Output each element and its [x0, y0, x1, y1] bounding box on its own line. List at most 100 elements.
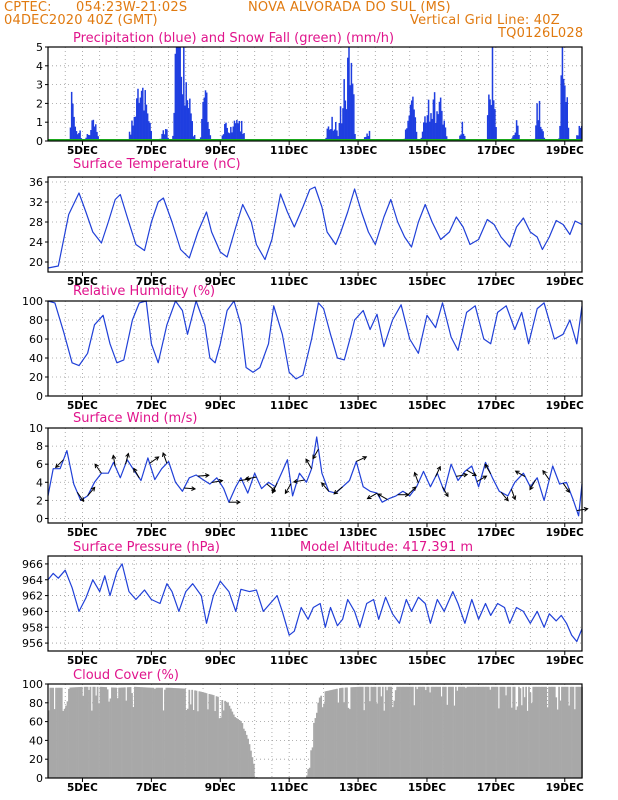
cloud-bar: [175, 688, 178, 778]
cloud-bar: [245, 734, 248, 778]
precip-bar: [222, 134, 225, 141]
x-tick-label: 9DEC: [205, 782, 236, 794]
cloud-bar: [417, 686, 420, 778]
cloud-bar: [211, 694, 214, 778]
precip-bar: [95, 124, 97, 141]
y-tick-label: 4: [36, 60, 43, 73]
temp-frame: [47, 176, 583, 273]
precip-bar: [424, 116, 426, 141]
wind-arrow-head: [321, 482, 326, 487]
cloud-bar: [128, 687, 130, 778]
precip-bar: [489, 99, 491, 141]
x-tick-label: 17DEC: [477, 527, 516, 539]
cloud-bar: [156, 687, 159, 778]
precip-bar: [365, 136, 367, 141]
x-tick-label: 19DEC: [546, 655, 585, 667]
y-tick-label: 0: [36, 772, 43, 785]
cloud-bar: [512, 686, 515, 778]
wind-arrow-head: [333, 489, 339, 495]
cloud-bar: [348, 709, 351, 778]
cloud-bar: [184, 688, 186, 778]
cloud-bar: [424, 690, 427, 778]
precip-bar: [536, 103, 538, 141]
header-line1-left: CPTEC:: [4, 0, 52, 15]
cloud-bar: [561, 686, 563, 778]
rh-series-line: [47, 300, 583, 380]
x-tick-label: 15DEC: [408, 782, 447, 794]
y-tick-label: 10: [29, 422, 43, 435]
cloud-bar: [558, 686, 560, 778]
wind-arrow: [55, 459, 64, 468]
cloud-bar: [334, 689, 337, 778]
precip-bar: [437, 114, 439, 141]
precip-bar: [444, 127, 447, 141]
x-tick-label: 15DEC: [408, 400, 447, 412]
cloud-bar: [427, 686, 430, 778]
cloud-bar: [115, 687, 118, 778]
cloud-bar: [340, 687, 343, 778]
cloud-bar: [328, 690, 331, 778]
cloud-bar: [58, 687, 60, 778]
cloud-bar: [232, 714, 235, 778]
cloud-bar: [381, 686, 384, 778]
cloud-bar: [199, 691, 202, 778]
precip-bar: [495, 127, 497, 141]
precip-bar: [338, 122, 341, 141]
cloud-bar: [93, 686, 96, 778]
cloud-bar: [470, 686, 473, 778]
y-tick-label: 24: [29, 236, 43, 249]
wind-arrow-head: [154, 456, 160, 461]
cloud-bar: [326, 690, 328, 778]
precip-bar: [409, 104, 412, 141]
wind-arrow: [125, 453, 129, 465]
precip-bar: [349, 85, 351, 141]
cloud-bar: [219, 717, 222, 778]
cloud-bar: [327, 690, 330, 778]
cloud-bar: [76, 687, 79, 778]
cloud-bar: [566, 686, 569, 778]
precip-bar: [328, 129, 331, 141]
precip-bar: [226, 127, 228, 141]
cloud-bar: [151, 687, 153, 778]
precip-bar: [177, 47, 179, 141]
wind-arrow-head: [236, 499, 241, 505]
precip-bar: [181, 94, 184, 141]
cloud-bar: [178, 688, 181, 778]
cloud-bar: [158, 687, 161, 778]
precip-bar: [413, 109, 415, 141]
x-tick-label: 7DEC: [136, 145, 167, 157]
header-model: TQ0126L028: [498, 26, 584, 41]
cloud-bar: [92, 686, 95, 778]
precip-bar: [432, 99, 435, 141]
cloud-bar: [129, 687, 132, 778]
cloud-bar: [370, 686, 373, 778]
cloud-bar: [489, 689, 492, 778]
wind-arrow: [356, 456, 367, 462]
x-tick-label: 13DEC: [339, 276, 378, 288]
precip-bar: [343, 79, 345, 141]
x-tick-label: 5DEC: [67, 145, 98, 157]
cloud-bar: [138, 687, 141, 778]
cloud-bar: [347, 707, 350, 778]
wind-arrow-head: [161, 451, 167, 457]
cloud-bar: [337, 702, 340, 778]
cloud-bar: [209, 694, 212, 778]
cloud-bar: [496, 686, 499, 778]
wind-arrow: [515, 470, 526, 478]
cloud-bar: [513, 686, 516, 778]
precip-bar: [542, 131, 544, 141]
cloud-bar: [185, 709, 188, 778]
precip-bar: [187, 108, 190, 141]
precip-bar: [69, 127, 72, 141]
cloud-bar: [48, 710, 50, 778]
cloud-bar: [455, 686, 457, 778]
precip-bar: [231, 132, 233, 141]
y-tick-label: 28: [29, 216, 43, 229]
x-tick-label: 15DEC: [408, 527, 447, 539]
precip-bar: [408, 115, 411, 141]
cloud-bar: [50, 687, 53, 778]
x-tick-label: 17DEC: [477, 655, 516, 667]
cloud-bar: [69, 687, 72, 778]
cloud-bar: [103, 687, 106, 778]
wind-arrow: [76, 491, 85, 502]
